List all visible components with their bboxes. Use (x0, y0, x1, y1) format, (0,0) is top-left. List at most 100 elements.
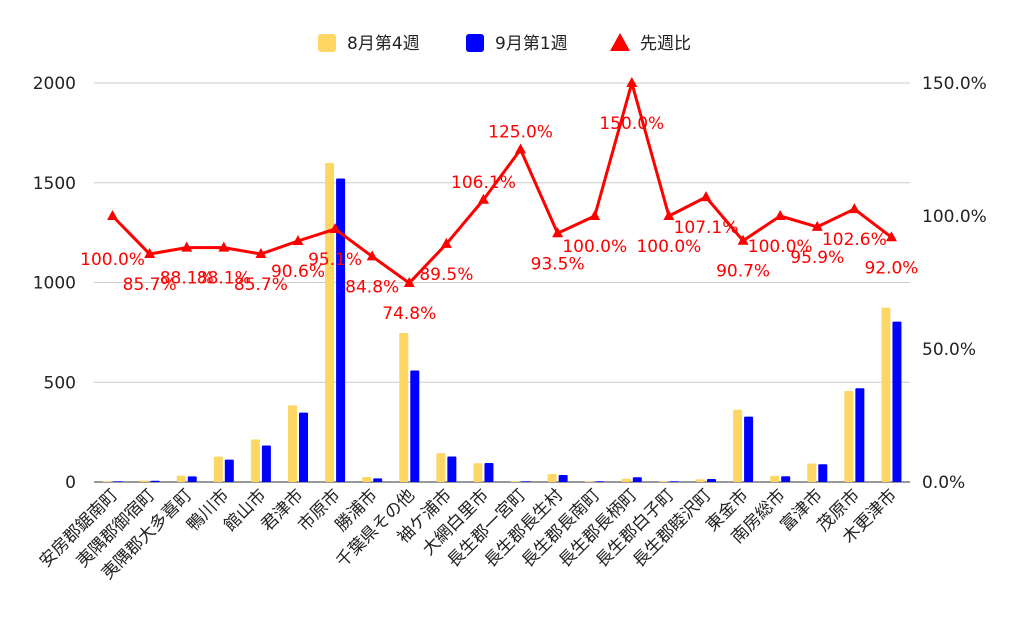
ratio-data-label: 100.0% (562, 237, 627, 257)
ratio-marker (774, 210, 786, 220)
ratio-data-label: 100.0% (80, 250, 145, 270)
legend-swatch (466, 34, 484, 52)
bar-week-aug4 (510, 481, 520, 482)
ratio-data-label: 106.1% (451, 173, 516, 193)
ratio-data-label: 90.6% (271, 262, 325, 282)
ratio-marker (292, 235, 304, 246)
y-axis-left: 0 500 1000 1500 2000 (33, 74, 76, 493)
bar-week-aug4 (658, 481, 668, 482)
bar-week-aug4 (584, 481, 594, 482)
ratio-marker (440, 237, 452, 248)
ratio-data-label: 90.7% (716, 262, 770, 282)
ratio-marker (589, 210, 601, 220)
bar-week-aug4 (770, 475, 780, 482)
bar-week-sep1 (150, 480, 160, 482)
bar-week-sep1 (744, 416, 754, 482)
y-left-tick-label: 0 (65, 473, 76, 493)
y-right-tick-label: 0.0% (922, 473, 965, 493)
bar-week-sep1 (855, 388, 865, 482)
ratio-data-label: 107.1% (674, 218, 739, 238)
bar-week-sep1 (261, 445, 271, 482)
x-axis-categories: 安房郡鋸南町夷隅郡御宿町夷隅郡大多喜町鴨川市館山市君津市市原市勝浦市千葉県その他… (36, 485, 901, 583)
bar-week-aug4 (547, 474, 557, 482)
ratio-data-label: 89.5% (419, 265, 473, 285)
ratio-data-label: 84.8% (345, 277, 399, 297)
ratio-marker (626, 77, 638, 87)
ratio-marker (737, 234, 749, 245)
ratio-data-label: 95.9% (790, 248, 844, 268)
y-left-tick-label: 500 (44, 373, 76, 393)
bar-week-aug4 (325, 162, 335, 482)
y-left-tick-label: 1500 (33, 174, 76, 194)
y-right-tick-label: 100.0% (922, 207, 987, 227)
ratio-marker (811, 220, 823, 231)
bar-week-sep1 (669, 481, 679, 482)
bar-week-aug4 (250, 439, 260, 482)
ratio-marker (848, 203, 860, 214)
ratio-marker (885, 231, 897, 242)
bar-week-aug4 (102, 481, 112, 482)
bar-week-sep1 (336, 178, 346, 483)
ratio-data-label: 102.6% (822, 230, 887, 250)
bar-week-aug4 (288, 405, 297, 482)
bar-week-aug4 (399, 332, 409, 482)
bar-week-sep1 (781, 476, 791, 482)
bar-week-sep1 (187, 476, 197, 482)
ratio-marker (181, 241, 193, 252)
ratio-marker (700, 191, 712, 202)
bar-week-sep1 (224, 459, 234, 482)
y-right-tick-label: 150.0% (922, 74, 987, 94)
ratio-marker (663, 210, 675, 220)
bar-week-sep1 (521, 481, 531, 482)
bar-week-aug4 (213, 456, 223, 482)
ratio-marker (255, 248, 267, 259)
ratio-data-label: 85.7% (234, 275, 288, 295)
bar-series (102, 162, 902, 483)
bar-week-sep1 (558, 475, 568, 482)
bar-week-sep1 (892, 321, 902, 482)
ratio-marker (218, 241, 230, 252)
y-right-tick-label: 50.0% (922, 340, 976, 360)
legend-label: 8月第4週 (347, 34, 420, 54)
ratio-marker (552, 227, 564, 238)
legend-swatch (318, 34, 336, 52)
ratio-data-label: 125.0% (488, 123, 553, 143)
legend-swatch (610, 33, 630, 51)
ratio-line (111, 81, 893, 285)
ratio-marker (329, 223, 341, 234)
legend-label: 先週比 (640, 34, 691, 54)
bar-week-aug4 (436, 453, 446, 482)
bar-week-sep1 (707, 479, 716, 482)
ratio-marker (477, 193, 489, 204)
bar-week-aug4 (621, 478, 631, 482)
ratio-marker (366, 250, 378, 261)
bar-week-sep1 (484, 463, 494, 482)
bar-week-aug4 (844, 391, 854, 482)
bar-week-sep1 (632, 477, 642, 482)
ratio-marker (515, 143, 527, 154)
legend-label: 9月第1週 (495, 34, 568, 54)
bar-week-sep1 (447, 456, 457, 482)
bar-week-aug4 (473, 463, 483, 482)
ratio-data-label: 74.8% (382, 304, 436, 324)
bar-week-sep1 (410, 370, 420, 482)
bar-week-aug4 (733, 409, 743, 482)
ratio-data-label: 100.0% (748, 237, 813, 257)
bar-week-sep1 (818, 464, 828, 482)
y-left-tick-label: 2000 (33, 74, 76, 94)
bar-week-sep1 (113, 481, 123, 482)
ratio-data-label: 85.7% (123, 275, 177, 295)
ratio-marker (107, 210, 119, 220)
bar-week-aug4 (696, 479, 705, 482)
ratio-data-label: 88.1% (160, 269, 214, 289)
ratio-data-label: 150.0% (599, 114, 664, 134)
bar-week-sep1 (373, 478, 383, 482)
ratio-data-label: 93.5% (531, 254, 585, 274)
bar-week-aug4 (362, 477, 372, 482)
bar-week-aug4 (139, 480, 149, 482)
bar-week-sep1 (595, 481, 605, 482)
ratio-data-label: 92.0% (864, 258, 918, 278)
ratio-data-label: 100.0% (636, 237, 701, 257)
